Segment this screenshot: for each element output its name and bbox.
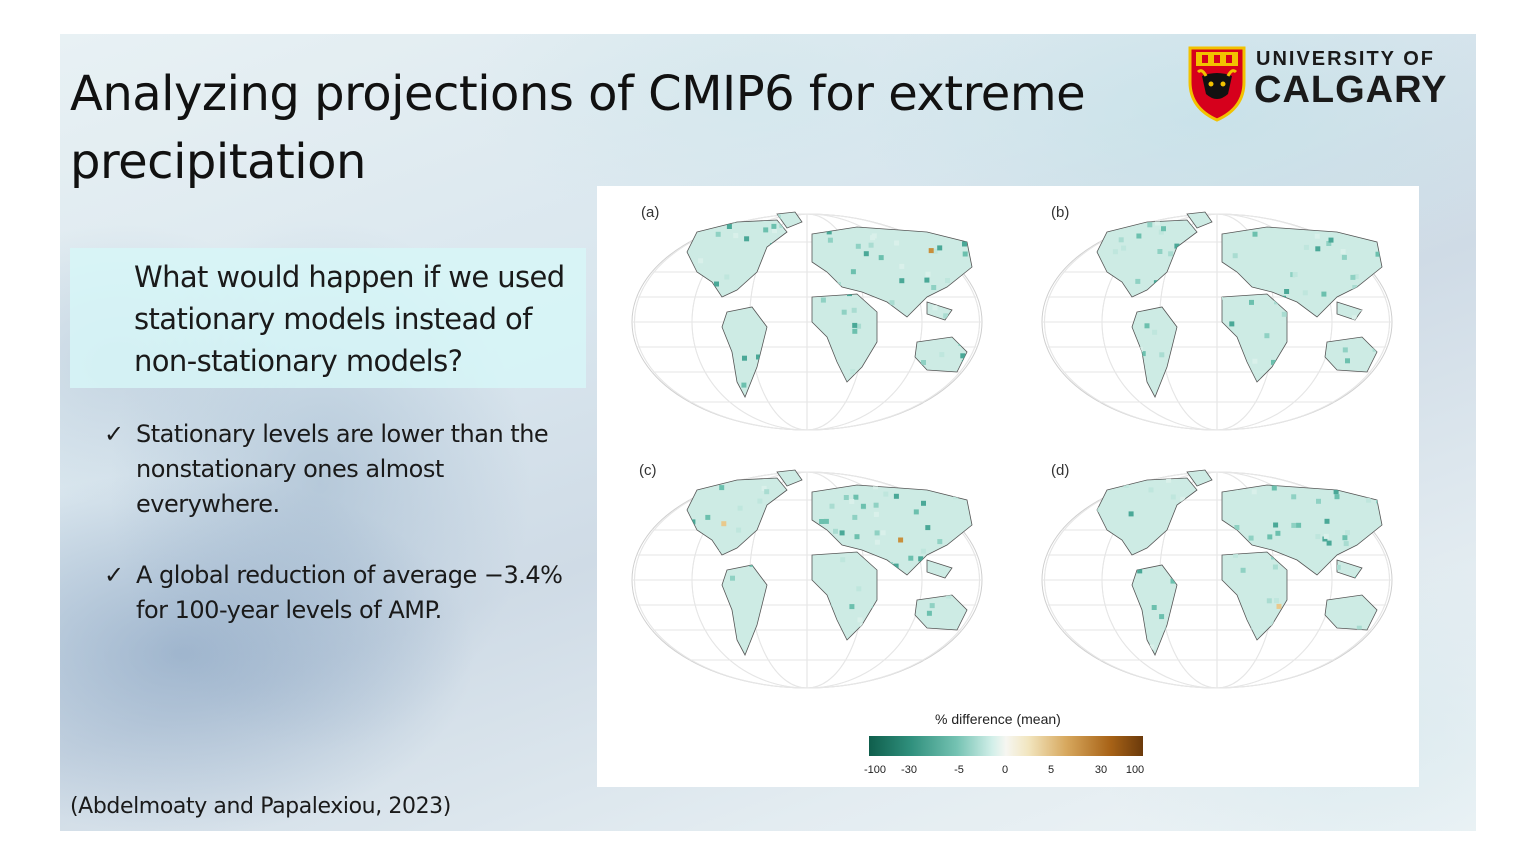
university-crest-icon (1188, 46, 1246, 122)
map-panel-b: (b) (1037, 202, 1417, 442)
map-panel-c: (c) (627, 460, 1007, 700)
world-map-d (1041, 469, 1393, 689)
bullet-item: ✓ A global reduction of average −3.4% fo… (104, 558, 574, 633)
map-figure: (a) (b) (c) (d) % difference (mean) -100… (597, 186, 1419, 787)
colorbar-title: % difference (mean) (935, 711, 1061, 727)
panel-label: (b) (1051, 204, 1070, 221)
world-map-c (631, 469, 983, 689)
colorbar-tick: -5 (954, 764, 964, 776)
colorbar (869, 736, 1143, 756)
citation: (Abdelmoaty and Papalexiou, 2023) (70, 794, 451, 819)
question-text: What would happen if we used stationary … (134, 260, 565, 378)
colorbar-tick: -30 (901, 764, 917, 776)
logo-line1: UNIVERSITY OF (1256, 48, 1435, 70)
colorbar-tick: -100 (863, 764, 887, 776)
logo-line2: CALGARY (1254, 69, 1448, 111)
panel-label: (a) (641, 204, 660, 221)
world-map-a (631, 211, 983, 431)
checkmark-icon: ✓ (104, 561, 124, 589)
map-panel-a: (a) (627, 202, 1007, 442)
colorbar-tick: 5 (1047, 764, 1055, 776)
question-box: What would happen if we used stationary … (70, 248, 586, 388)
colorbar-tick: 30 (1094, 764, 1108, 776)
colorbar-tick: 100 (1125, 764, 1145, 776)
slide-title: Analyzing projections of CMIP6 for extre… (70, 66, 1086, 190)
panel-label: (c) (639, 462, 657, 479)
world-map-b (1041, 211, 1393, 431)
colorbar-tick: 0 (1001, 764, 1009, 776)
checkmark-icon: ✓ (104, 420, 124, 448)
bullet-text: A global reduction of average −3.4% for … (136, 561, 563, 624)
bullet-text: Stationary levels are lower than the non… (136, 420, 549, 518)
map-panel-d: (d) (1037, 460, 1417, 700)
bullet-item: ✓ Stationary levels are lower than the n… (104, 417, 574, 527)
panel-label: (d) (1051, 462, 1070, 479)
colorbar-ticks: -100 -30 -5 0 5 30 100 (863, 764, 1155, 780)
